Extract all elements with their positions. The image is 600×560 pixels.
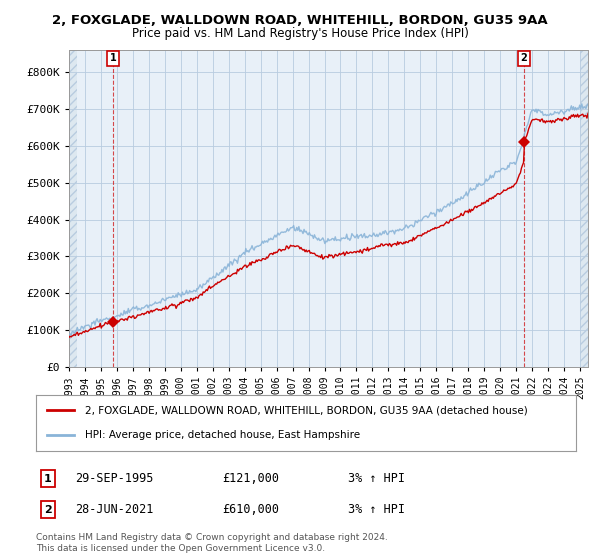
Text: This data is licensed under the Open Government Licence v3.0.: This data is licensed under the Open Gov… xyxy=(36,544,325,553)
Text: 2, FOXGLADE, WALLDOWN ROAD, WHITEHILL, BORDON, GU35 9AA: 2, FOXGLADE, WALLDOWN ROAD, WHITEHILL, B… xyxy=(52,14,548,27)
Bar xyxy=(69,50,77,367)
Text: 28-JUN-2021: 28-JUN-2021 xyxy=(75,503,154,516)
Text: Contains HM Land Registry data © Crown copyright and database right 2024.: Contains HM Land Registry data © Crown c… xyxy=(36,533,388,542)
Text: HPI: Average price, detached house, East Hampshire: HPI: Average price, detached house, East… xyxy=(85,430,360,440)
Text: £610,000: £610,000 xyxy=(222,503,279,516)
Text: 3% ↑ HPI: 3% ↑ HPI xyxy=(348,472,405,486)
Text: Price paid vs. HM Land Registry's House Price Index (HPI): Price paid vs. HM Land Registry's House … xyxy=(131,27,469,40)
Text: £121,000: £121,000 xyxy=(222,472,279,486)
Text: 1: 1 xyxy=(110,53,116,63)
Text: 1: 1 xyxy=(44,474,52,484)
Text: 2: 2 xyxy=(521,53,527,63)
Text: 3% ↑ HPI: 3% ↑ HPI xyxy=(348,503,405,516)
Text: 29-SEP-1995: 29-SEP-1995 xyxy=(75,472,154,486)
Text: 2: 2 xyxy=(44,505,52,515)
Bar xyxy=(580,50,596,367)
Text: 2, FOXGLADE, WALLDOWN ROAD, WHITEHILL, BORDON, GU35 9AA (detached house): 2, FOXGLADE, WALLDOWN ROAD, WHITEHILL, B… xyxy=(85,405,527,416)
